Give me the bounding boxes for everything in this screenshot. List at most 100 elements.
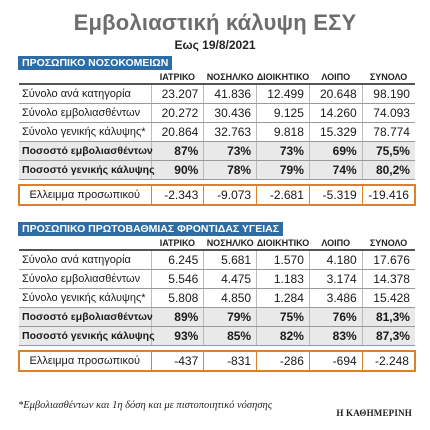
cell-value: 32.763 bbox=[203, 122, 257, 142]
cell-value: 74.093 bbox=[361, 103, 415, 123]
column-header: ΣΥΝΟΛΟ bbox=[362, 236, 415, 251]
table-row: Σύνολο γενικής κάλυψης* 20.864 32.763 9.… bbox=[19, 122, 415, 142]
cell-value: 30.436 bbox=[203, 103, 257, 123]
row-label: Ποσοστό γενικής κάλυψης bbox=[19, 326, 155, 346]
cell-value: -9.073 bbox=[203, 184, 258, 206]
cell-value: 4.850 bbox=[203, 288, 257, 308]
cell-value: 5.681 bbox=[203, 250, 257, 270]
cell-value: 74% bbox=[308, 160, 363, 180]
cell-value: 89% bbox=[150, 307, 204, 327]
column-header: ΝΟΣΗΛ/ΚΟ bbox=[203, 236, 257, 251]
cell-value: 78.774 bbox=[361, 122, 415, 142]
table-row: Σύνολο εμβολιασθέντων 20.272 30.436 9.12… bbox=[19, 103, 415, 123]
cell-value: 9.125 bbox=[256, 103, 310, 123]
cell-value: 79% bbox=[256, 160, 310, 180]
cell-value: 15.329 bbox=[308, 122, 363, 142]
table-row: Ποσοστό εμβολιασθέντων 89% 79% 75% 76% 8… bbox=[19, 307, 415, 327]
cell-value: 20.272 bbox=[150, 103, 204, 123]
cell-value: 85% bbox=[203, 326, 257, 346]
cell-value: 1.183 bbox=[256, 269, 310, 289]
cell-value: -5.319 bbox=[308, 184, 363, 206]
section-title-hospital: ΠΡΟΣΩΠΙΚΟ ΝΟΣΟΚΟΜΕΙΩΝ bbox=[18, 56, 173, 70]
row-label: Ελλειμμα προσωπικού bbox=[18, 184, 152, 206]
deficit-row: Ελλειμμα προσωπικού -437 -831 -286 -694 … bbox=[18, 350, 416, 372]
table-hospital: ΙΑΤΡΙΚΟ ΝΟΣΗΛ/ΚΟ ΔΙΟΙΚΗΤΙΚΟ ΛΟΙΠΟ ΣΥΝΟΛΟ… bbox=[18, 70, 416, 206]
row-label: Ποσοστό εμβολιασθέντων bbox=[19, 307, 153, 327]
row-label: Ποσοστό εμβολιασθέντων bbox=[19, 141, 153, 161]
cell-value: 6.245 bbox=[150, 250, 204, 270]
cell-value: 9.818 bbox=[256, 122, 310, 142]
cell-value: 87,3% bbox=[361, 326, 415, 346]
table-row: Σύνολο εμβολιασθέντων 5.546 4.475 1.183 … bbox=[19, 269, 415, 289]
cell-value: 98.190 bbox=[361, 84, 415, 104]
cell-value: 20.864 bbox=[150, 122, 204, 142]
cell-value: 73% bbox=[203, 141, 257, 161]
cell-value: 23.207 bbox=[150, 84, 204, 104]
table-row: Σύνολο γενικής κάλυψης* 5.808 4.850 1.28… bbox=[19, 288, 415, 308]
table-header-row: ΙΑΤΡΙΚΟ ΝΟΣΗΛ/ΚΟ ΔΙΟΙΚΗΤΙΚΟ ΛΟΙΠΟ ΣΥΝΟΛΟ bbox=[19, 70, 415, 85]
cell-value: 1.570 bbox=[256, 250, 310, 270]
column-header: ΛΟΙΠΟ bbox=[309, 236, 363, 251]
table-row: Ποσοστό γενικής κάλυψης 93% 85% 82% 83% … bbox=[19, 326, 415, 346]
row-label: Σύνολο ανά κατηγορία bbox=[19, 84, 151, 104]
cell-value: 69% bbox=[308, 141, 363, 161]
cell-value: 80,2% bbox=[361, 160, 415, 180]
cell-value: 73% bbox=[256, 141, 310, 161]
cell-value: 4.180 bbox=[308, 250, 363, 270]
cell-value: 75,5% bbox=[361, 141, 415, 161]
table-row: Σύνολο ανά κατηγορία 23.207 41.836 12.49… bbox=[19, 84, 415, 104]
column-header: ΛΟΙΠΟ bbox=[309, 70, 363, 85]
cell-value: -19.416 bbox=[361, 184, 416, 206]
cell-value: -2.248 bbox=[361, 350, 416, 372]
cell-value: 76% bbox=[308, 307, 363, 327]
cell-value: -694 bbox=[308, 350, 363, 372]
cell-value: 17.676 bbox=[361, 250, 415, 270]
cell-value: -437 bbox=[150, 350, 205, 372]
cell-value: 78% bbox=[203, 160, 257, 180]
row-label: Σύνολο εμβολιασθέντων bbox=[19, 269, 151, 289]
cell-value: -2.681 bbox=[256, 184, 310, 206]
cell-value: 87% bbox=[150, 141, 204, 161]
cell-value: 41.836 bbox=[203, 84, 257, 104]
cell-value: 5.546 bbox=[150, 269, 204, 289]
table-row: Ποσοστό εμβολιασθέντων 87% 73% 73% 69% 7… bbox=[19, 141, 415, 161]
table-row: Σύνολο ανά κατηγορία 6.245 5.681 1.570 4… bbox=[19, 250, 415, 270]
deficit-row: Ελλειμμα προσωπικού -2.343 -9.073 -2.681… bbox=[18, 184, 416, 206]
cell-value: -831 bbox=[203, 350, 258, 372]
header-corner bbox=[19, 236, 151, 251]
cell-value: 79% bbox=[203, 307, 257, 327]
cell-value: 83% bbox=[308, 326, 363, 346]
column-header: ΝΟΣΗΛ/ΚΟ bbox=[203, 70, 257, 85]
publisher-logo: Η ΚΑΘΗΜΕΡΙΝΗ bbox=[336, 408, 412, 418]
cell-value: 1.284 bbox=[256, 288, 310, 308]
row-label: Σύνολο γενικής κάλυψης* bbox=[19, 288, 151, 308]
cell-value: -286 bbox=[256, 350, 310, 372]
column-header: ΔΙΟΙΚΗΤΙΚΟ bbox=[256, 70, 310, 85]
cell-value: 90% bbox=[150, 160, 204, 180]
cell-value: 75% bbox=[256, 307, 310, 327]
cell-value: 12.499 bbox=[256, 84, 310, 104]
cell-value: 3.174 bbox=[308, 269, 363, 289]
row-label: Σύνολο εμβολιασθέντων bbox=[19, 103, 151, 123]
section-title-primary: ΠΡΟΣΩΠΙΚΟ ΠΡΩΤΟΒΑΘΜΙΑΣ ΦΡΟΝΤΙΔΑΣ ΥΓΕΙΑΣ bbox=[18, 222, 284, 236]
cell-value: 14.260 bbox=[308, 103, 363, 123]
row-label: Ελλειμμα προσωπικού bbox=[18, 350, 152, 372]
cell-value: 81,3% bbox=[361, 307, 415, 327]
footnote: *Εμβολιασθέντων και 1η δόση και με πιστο… bbox=[18, 400, 272, 411]
cell-value: 15.428 bbox=[361, 288, 415, 308]
column-header: ΣΥΝΟΛΟ bbox=[362, 70, 415, 85]
table-row: Ποσοστό γενικής κάλυψης 90% 78% 79% 74% … bbox=[19, 160, 415, 180]
cell-value: 82% bbox=[256, 326, 310, 346]
cell-value: 14.378 bbox=[361, 269, 415, 289]
row-label: Ποσοστό γενικής κάλυψης bbox=[19, 160, 155, 180]
column-header: ΔΙΟΙΚΗΤΙΚΟ bbox=[256, 236, 310, 251]
column-header: ΙΑΤΡΙΚΟ bbox=[151, 236, 204, 251]
table-primary: ΙΑΤΡΙΚΟ ΝΟΣΗΛ/ΚΟ ΔΙΟΙΚΗΤΙΚΟ ΛΟΙΠΟ ΣΥΝΟΛΟ… bbox=[18, 236, 416, 372]
column-header: ΙΑΤΡΙΚΟ bbox=[151, 70, 204, 85]
cell-value: 3.486 bbox=[308, 288, 363, 308]
table-header-row: ΙΑΤΡΙΚΟ ΝΟΣΗΛ/ΚΟ ΔΙΟΙΚΗΤΙΚΟ ΛΟΙΠΟ ΣΥΝΟΛΟ bbox=[19, 236, 415, 251]
row-label: Σύνολο ανά κατηγορία bbox=[19, 250, 151, 270]
cell-value: 20.648 bbox=[308, 84, 363, 104]
cell-value: 4.475 bbox=[203, 269, 257, 289]
